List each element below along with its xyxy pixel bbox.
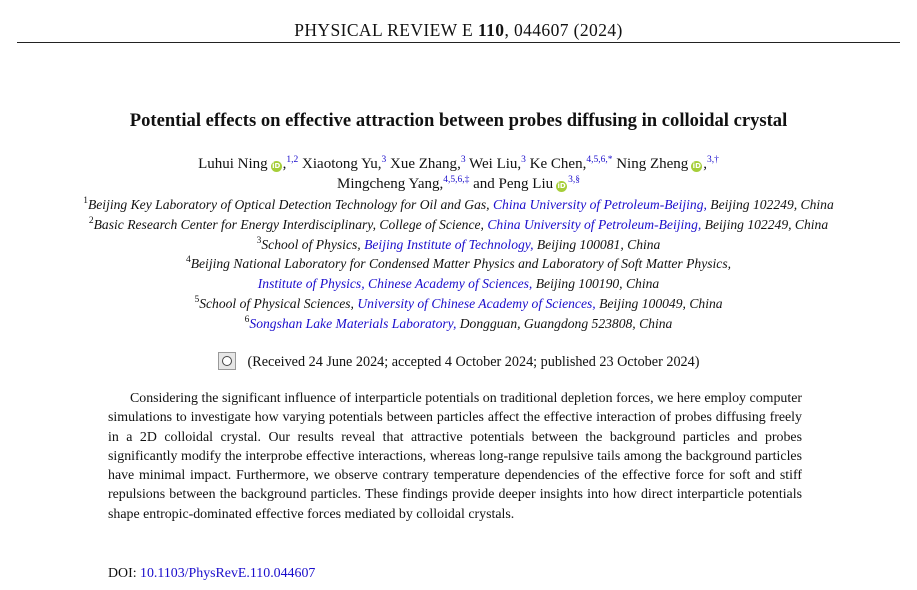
header-rule <box>17 42 900 43</box>
abstract-text: Considering the significant influence of… <box>108 391 802 522</box>
author[interactable]: Ning Zheng iD ,3,† <box>616 155 719 172</box>
affiliation-2: 2Basic Research Center for Energy Interd… <box>88 215 829 232</box>
journal-volume: 110 <box>477 20 505 40</box>
affiliation-link[interactable]: China University of Petroleum-Beijing, <box>492 197 707 212</box>
abstract: Considering the significant influence of… <box>108 389 802 524</box>
orcid-icon[interactable]: iD <box>556 181 568 192</box>
affiliation-4: 4Beijing National Laboratory for Condens… <box>185 255 732 272</box>
paper-title: Potential effects on effective attractio… <box>129 110 788 131</box>
author[interactable]: Ke Chen,4,5,6,* <box>529 155 613 172</box>
affiliation-3: 3School of Physics, Beijing Institute of… <box>256 235 661 252</box>
doi-label: DOI: <box>108 566 141 581</box>
received-text: (Received 24 June 2024; accepted 4 Octob… <box>247 354 700 370</box>
author[interactable]: Xue Zhang,3 <box>390 155 466 172</box>
doi-link[interactable]: 10.1103/PhysRevE.110.044607 <box>140 566 316 581</box>
journal-header: PHYSICAL REVIEW E 110, 044607 (2024) <box>0 20 917 41</box>
orcid-icon[interactable]: iD <box>691 161 703 172</box>
author[interactable]: Wei Liu,3 <box>469 155 526 172</box>
doi: DOI: 10.1103/PhysRevE.110.044607 <box>108 566 315 582</box>
affiliation-6: 6Songshan Lake Materials Laboratory, Don… <box>244 314 673 331</box>
journal-citation: , 044607 (2024) <box>504 20 623 40</box>
affiliation-link[interactable]: Institute of Physics, Chinese Academy of… <box>257 276 533 292</box>
author-list: Luhui Ning iD ,1,2 Xiaotong Yu,3 Xue Zhang… <box>0 154 917 194</box>
affiliation-link[interactable]: Beijing Institute of Technology, <box>364 236 534 252</box>
affiliation-5: 5School of Physical Sciences, University… <box>194 294 723 311</box>
affiliation-1: 1Beijing Key Laboratory of Optical Detec… <box>83 196 834 212</box>
affiliation-link[interactable]: University of Chinese Academy of Science… <box>357 295 596 311</box>
affiliation-link[interactable]: China University of Petroleum-Beijing, <box>487 216 702 232</box>
orcid-icon[interactable]: iD <box>270 161 282 172</box>
check-for-updates-icon[interactable] <box>217 352 236 370</box>
affiliation-4-cont: Institute of Physics, Chinese Academy of… <box>257 276 660 292</box>
affiliations: 1Beijing Key Laboratory of Optical Detec… <box>0 195 917 334</box>
author[interactable]: Peng Liu iD3,§ <box>498 175 581 192</box>
affiliation-link[interactable]: Songshan Lake Materials Laboratory, <box>249 315 457 331</box>
received-dates: (Received 24 June 2024; accepted 4 Octob… <box>0 352 917 371</box>
author[interactable]: Mingcheng Yang,4,5,6,‡ <box>336 175 470 192</box>
journal-name: PHYSICAL REVIEW E <box>294 20 474 40</box>
author-line-2: Mingcheng Yang,4,5,6,‡ and Peng Liu iD3,§ <box>336 175 581 192</box>
author[interactable]: Luhui Ning iD ,1,2 <box>198 155 299 172</box>
author-line-1: Luhui Ning iD ,1,2 Xiaotong Yu,3 Xue Zhang… <box>0 154 917 174</box>
author[interactable]: Xiaotong Yu,3 <box>302 155 387 172</box>
